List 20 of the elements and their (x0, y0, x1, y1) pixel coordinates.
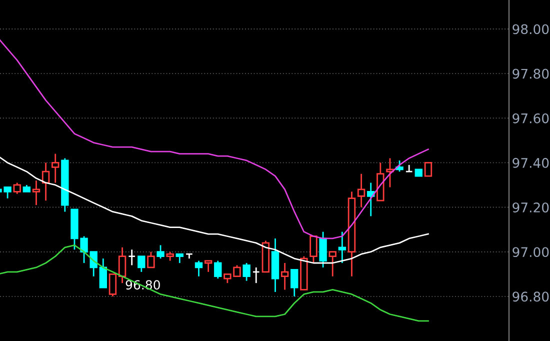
candlestick (280, 262, 289, 290)
candlestick (32, 180, 40, 206)
y-tick-label: 97.40 (512, 158, 549, 168)
candlestick (367, 182, 375, 217)
y-tick-label: 97.60 (512, 113, 549, 124)
y-tick-label: 96.80 (512, 292, 549, 302)
candlestick (386, 158, 394, 188)
y-tick-label: 98.00 (512, 24, 549, 34)
candlestick (118, 246, 126, 284)
candlestick (338, 231, 346, 264)
candlestick (61, 158, 69, 212)
candlestick (52, 153, 60, 184)
candlestick (357, 173, 366, 208)
candlestick (348, 190, 356, 278)
y-tick-label: 97.00 (512, 247, 549, 258)
candlestick (271, 238, 280, 293)
y-tick-label: 97.20 (512, 202, 549, 212)
line-series (0, 156, 429, 264)
candlestick (128, 248, 136, 266)
y-tick-label: 97.80 (512, 68, 549, 79)
